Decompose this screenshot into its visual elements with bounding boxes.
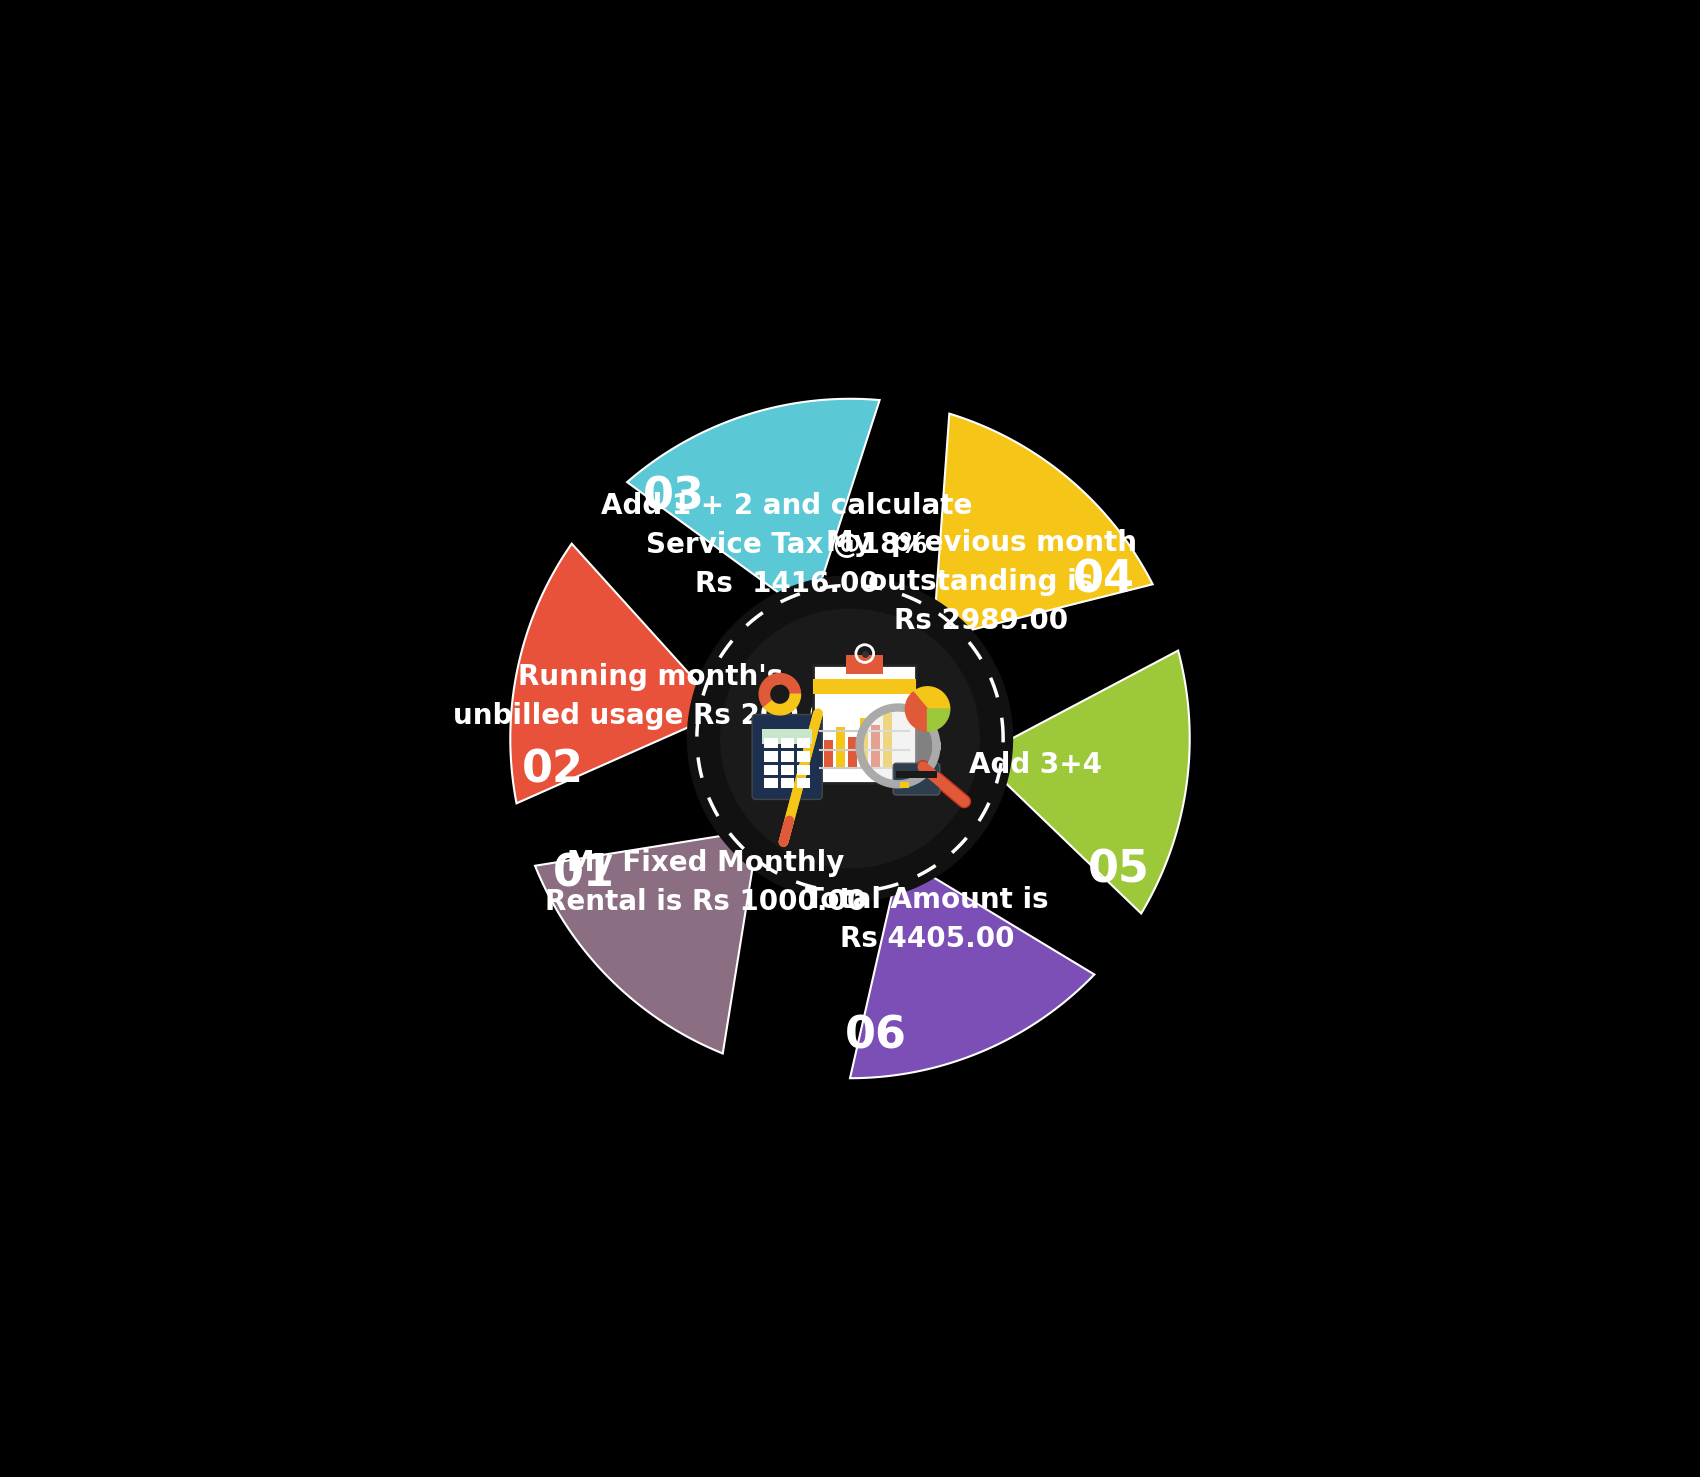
Polygon shape [510, 544, 724, 803]
Bar [780, 752, 794, 762]
Polygon shape [933, 414, 1153, 640]
Bar [847, 656, 884, 674]
Text: 06: 06 [845, 1015, 908, 1058]
Polygon shape [760, 674, 801, 707]
Bar [780, 765, 794, 775]
Bar [780, 778, 794, 789]
Bar [813, 679, 916, 694]
Polygon shape [850, 858, 1095, 1078]
Text: 01: 01 [552, 852, 615, 895]
Bar [765, 765, 777, 775]
Text: Add 1 + 2 and calculate
Service Tax @18%
Rs  1416.00: Add 1 + 2 and calculate Service Tax @18%… [602, 492, 972, 598]
Polygon shape [536, 830, 758, 1053]
Bar [848, 737, 857, 768]
Bar [765, 752, 777, 762]
Bar [765, 778, 777, 789]
Bar [899, 781, 910, 789]
Bar [797, 738, 811, 749]
Text: Total Amount is
Rs 4405.00: Total Amount is Rs 4405.00 [806, 886, 1049, 953]
Text: My  previous month
outstanding is
Rs 2989.00: My previous month outstanding is Rs 2989… [826, 529, 1137, 635]
Bar [780, 738, 794, 749]
FancyBboxPatch shape [751, 715, 823, 799]
FancyBboxPatch shape [892, 764, 940, 795]
Text: 04: 04 [1073, 558, 1134, 601]
Bar [762, 730, 813, 744]
Bar [836, 728, 845, 768]
Text: Running month's
unbilled usage Rs 200.00: Running month's unbilled usage Rs 200.00 [454, 663, 848, 730]
Bar [824, 740, 833, 768]
Polygon shape [906, 693, 928, 731]
Polygon shape [977, 650, 1190, 913]
Bar [872, 725, 881, 768]
Text: 02: 02 [522, 749, 583, 792]
Bar [797, 765, 811, 775]
Polygon shape [627, 399, 879, 616]
Polygon shape [860, 707, 937, 784]
Bar [860, 718, 869, 768]
Polygon shape [913, 687, 950, 709]
Polygon shape [721, 610, 979, 867]
Bar [884, 712, 892, 768]
Text: Add 3+4: Add 3+4 [969, 750, 1102, 778]
Text: 05: 05 [1088, 848, 1149, 891]
Text: 03: 03 [643, 476, 706, 518]
Text: My Fixed Monthly
Rental is Rs 1000.00: My Fixed Monthly Rental is Rs 1000.00 [546, 849, 867, 916]
Bar [896, 771, 937, 778]
Polygon shape [763, 694, 801, 715]
Bar [797, 778, 811, 789]
FancyBboxPatch shape [813, 665, 916, 783]
Polygon shape [687, 576, 1013, 901]
Bar [797, 752, 811, 762]
Polygon shape [928, 709, 950, 731]
Bar [765, 738, 777, 749]
